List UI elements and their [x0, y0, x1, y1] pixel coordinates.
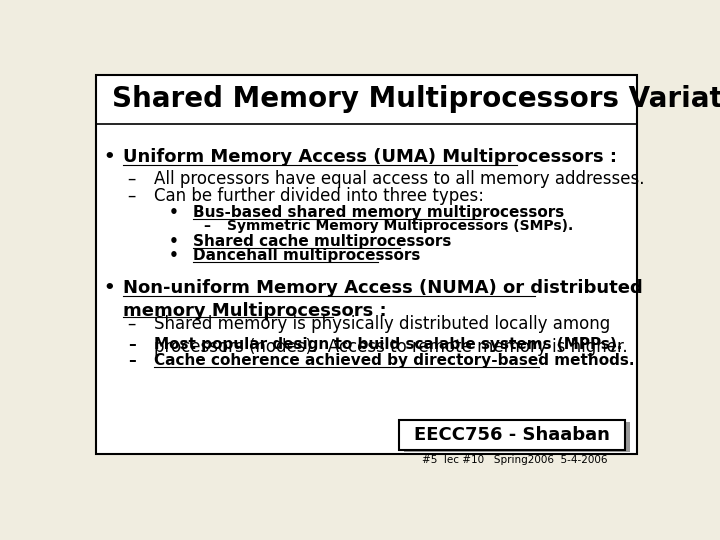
Text: •: •: [168, 205, 179, 220]
FancyBboxPatch shape: [399, 420, 624, 450]
Text: •: •: [104, 148, 115, 166]
Text: –: –: [127, 315, 136, 333]
Text: –: –: [127, 187, 136, 205]
Text: –: –: [127, 170, 136, 187]
Text: Shared Memory Multiprocessors Variations: Shared Memory Multiprocessors Variations: [112, 85, 720, 113]
Text: •: •: [104, 279, 115, 297]
Text: Shared cache multiprocessors: Shared cache multiprocessors: [193, 234, 451, 249]
Text: –: –: [128, 353, 136, 368]
Text: –: –: [128, 337, 136, 352]
Text: EECC756 - Shaaban: EECC756 - Shaaban: [414, 426, 610, 444]
Text: Bus-based shared memory multiprocessors: Bus-based shared memory multiprocessors: [193, 205, 564, 220]
Text: Symmetric Memory Multiprocessors (SMPs).: Symmetric Memory Multiprocessors (SMPs).: [227, 219, 573, 233]
Text: Uniform Memory Access (UMA) Multiprocessors :: Uniform Memory Access (UMA) Multiprocess…: [124, 148, 618, 166]
FancyBboxPatch shape: [96, 75, 637, 454]
Text: Most popular design to build scalable systems (MPPs).: Most popular design to build scalable sy…: [154, 337, 623, 352]
Text: Can be further divided into three types:: Can be further divided into three types:: [154, 187, 484, 205]
Text: #5  lec #10   Spring2006  5-4-2006: #5 lec #10 Spring2006 5-4-2006: [422, 455, 608, 465]
Text: •: •: [168, 234, 179, 249]
Text: •: •: [168, 248, 179, 263]
Text: –: –: [204, 219, 211, 233]
Text: Shared memory is physically distributed locally among
processors (nodes).  Acces: Shared memory is physically distributed …: [154, 315, 628, 356]
Text: Dancehall multiprocessors: Dancehall multiprocessors: [193, 248, 420, 263]
Text: All processors have equal access to all memory addresses.: All processors have equal access to all …: [154, 170, 644, 187]
FancyBboxPatch shape: [404, 422, 629, 453]
Text: Cache coherence achieved by directory-based methods.: Cache coherence achieved by directory-ba…: [154, 353, 634, 368]
Text: Non-uniform Memory Access (NUMA) or distributed
memory Multiprocessors :: Non-uniform Memory Access (NUMA) or dist…: [124, 279, 643, 320]
